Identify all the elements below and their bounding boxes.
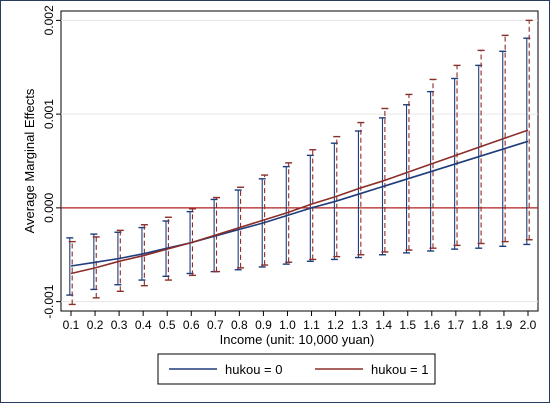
y-tick-label: -0.001: [42, 284, 56, 318]
effect-lines: [70, 129, 529, 275]
y-tick-label: 0.000: [42, 193, 56, 223]
series-line: [70, 140, 529, 267]
x-axis: 0.1 0.2 0.3 0.4 0.5 0.6 0.7 0.8 0.9 1.0 1.1 1.2 1.3 1…: [63, 311, 537, 332]
x-tick-label: 0.4: [135, 318, 152, 332]
x-tick-label: 0.8: [231, 318, 248, 332]
x-tick-label: 0.1: [63, 318, 80, 332]
x-tick-label: 0.7: [207, 318, 224, 332]
x-tick-label: 1.4: [375, 318, 392, 332]
x-tick-label: 1.7: [447, 318, 464, 332]
plot-area: [60, 10, 539, 312]
x-tick-label: 1.5: [399, 318, 416, 332]
x-tick-label: 0.6: [183, 318, 200, 332]
x-tick-label: 1.0: [279, 318, 296, 332]
series-line: [70, 129, 529, 275]
x-tick-label: 1.1: [303, 318, 320, 332]
legend-label-hukou-0: hukou = 0: [225, 362, 282, 377]
x-tick-label: 0.2: [87, 318, 104, 332]
x-tick-label: 0.3: [111, 318, 128, 332]
x-axis-title: Income (unit: 10,000 yuan): [220, 332, 375, 347]
y-axis-title: Average Marginal Effects: [22, 88, 37, 233]
y-axis: -0.001 0.000 0.001 0.002: [42, 5, 61, 319]
x-tick-label: 1.6: [423, 318, 440, 332]
x-tick-label: 0.5: [159, 318, 176, 332]
y-tick-label: 0.002: [42, 5, 56, 35]
legend: hukou = 0 hukou = 1: [157, 353, 436, 385]
x-tick-label: 1.2: [327, 318, 344, 332]
legend-label-hukou-1: hukou = 1: [371, 362, 428, 377]
x-tick-label: 1.8: [472, 318, 489, 332]
x-tick-label: 1.3: [351, 318, 368, 332]
x-tick-label: 1.9: [496, 318, 513, 332]
y-tick-label: 0.001: [42, 99, 56, 129]
x-tick-label: 0.9: [255, 318, 272, 332]
x-tick-label: 2.0: [520, 318, 537, 332]
